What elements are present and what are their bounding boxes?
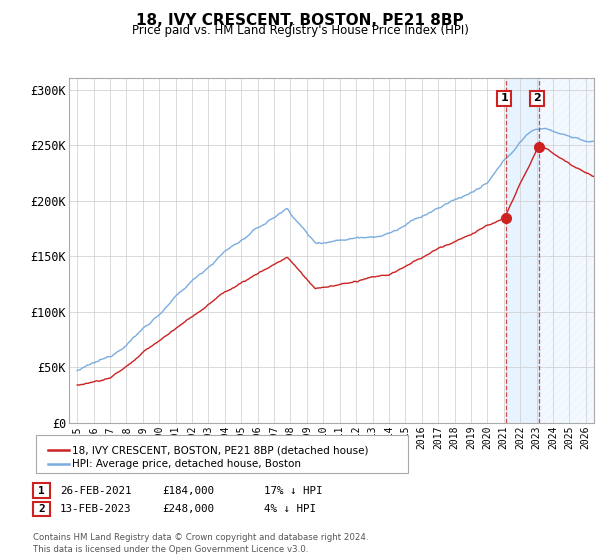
Text: 17% ↓ HPI: 17% ↓ HPI <box>264 486 323 496</box>
Text: 2: 2 <box>38 504 45 514</box>
Text: 1: 1 <box>38 486 45 496</box>
Text: £248,000: £248,000 <box>162 504 214 514</box>
Text: 4% ↓ HPI: 4% ↓ HPI <box>264 504 316 514</box>
Bar <box>506 78 539 423</box>
Text: 1: 1 <box>500 94 508 104</box>
Text: £184,000: £184,000 <box>162 486 214 496</box>
Bar <box>539 78 594 423</box>
Text: HPI: Average price, detached house, Boston: HPI: Average price, detached house, Bost… <box>72 459 301 469</box>
Text: Price paid vs. HM Land Registry's House Price Index (HPI): Price paid vs. HM Land Registry's House … <box>131 24 469 38</box>
Text: Contains HM Land Registry data © Crown copyright and database right 2024.
This d: Contains HM Land Registry data © Crown c… <box>33 533 368 554</box>
Text: 18, IVY CRESCENT, BOSTON, PE21 8BP (detached house): 18, IVY CRESCENT, BOSTON, PE21 8BP (deta… <box>72 445 368 455</box>
Text: 18, IVY CRESCENT, BOSTON, PE21 8BP: 18, IVY CRESCENT, BOSTON, PE21 8BP <box>136 13 464 28</box>
Text: 26-FEB-2021: 26-FEB-2021 <box>60 486 131 496</box>
Text: 13-FEB-2023: 13-FEB-2023 <box>60 504 131 514</box>
Text: 2: 2 <box>533 94 541 104</box>
